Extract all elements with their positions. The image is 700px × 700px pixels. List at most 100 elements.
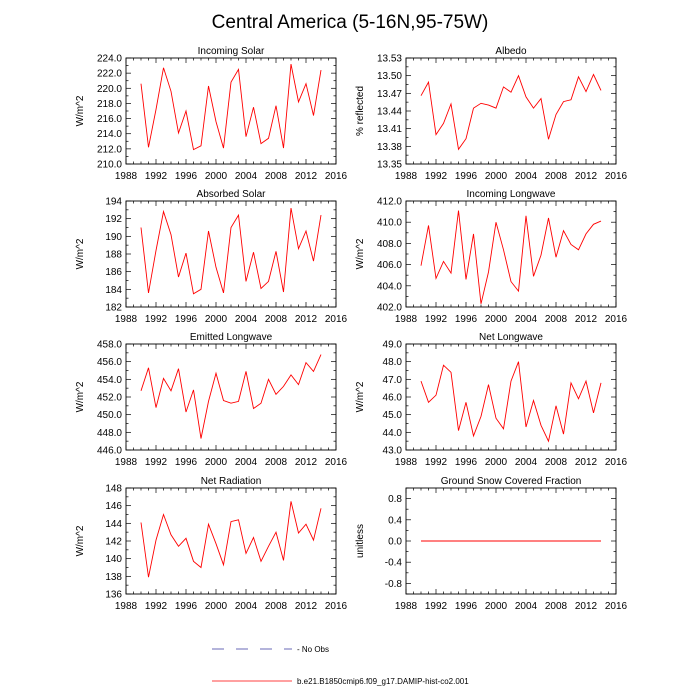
x-tick-label: 1988 bbox=[115, 171, 138, 182]
x-tick-label: 2004 bbox=[515, 314, 538, 325]
x-tick-label: 1996 bbox=[455, 314, 478, 325]
y-tick-label: 0.8 bbox=[388, 494, 402, 505]
y-tick-label: 13.53 bbox=[377, 54, 402, 65]
panel-title: Incoming Longwave bbox=[467, 189, 556, 200]
y-tick-label: 408.0 bbox=[377, 239, 402, 250]
x-tick-label: 2000 bbox=[485, 601, 508, 612]
y-tick-label: 412.0 bbox=[377, 197, 402, 208]
panel-6: Net Longwave W/m^2 1988 1992 1996 2000 2004 200… bbox=[355, 332, 628, 468]
y-tick-label: 49.0 bbox=[383, 340, 403, 351]
x-tick-label: 2008 bbox=[265, 457, 288, 468]
y-tick-label: 406.0 bbox=[377, 260, 402, 271]
y-tick-label: 13.38 bbox=[377, 142, 402, 153]
x-tick-label: 1988 bbox=[395, 457, 418, 468]
x-tick-label: 2008 bbox=[545, 601, 568, 612]
x-tick-label: 1996 bbox=[175, 171, 198, 182]
panel-title: Net Longwave bbox=[479, 332, 543, 343]
y-axis-label: % reflected bbox=[355, 86, 366, 136]
x-tick-label: 2016 bbox=[605, 457, 628, 468]
x-tick-label: 2004 bbox=[235, 601, 258, 612]
series-line bbox=[140, 354, 322, 439]
plot-frame bbox=[405, 343, 617, 451]
x-tick-label: 2000 bbox=[205, 457, 228, 468]
y-tick-label: 48.0 bbox=[383, 357, 403, 368]
x-tick-label: 2008 bbox=[545, 314, 568, 325]
x-tick-label: 2004 bbox=[515, 171, 538, 182]
y-tick-label: 214.0 bbox=[97, 129, 122, 140]
x-tick-label: 2008 bbox=[265, 601, 288, 612]
y-tick-label: 194 bbox=[105, 197, 122, 208]
x-tick-label: 2008 bbox=[265, 171, 288, 182]
x-tick-label: 1996 bbox=[455, 171, 478, 182]
x-tick-label: 1988 bbox=[115, 457, 138, 468]
y-tick-label: 402.0 bbox=[377, 303, 402, 314]
y-tick-label: 13.44 bbox=[377, 107, 402, 118]
y-tick-label: 452.0 bbox=[97, 393, 122, 404]
panel-title: Incoming Solar bbox=[198, 46, 265, 57]
y-tick-label: 45.0 bbox=[383, 410, 403, 421]
y-tick-label: -0.8 bbox=[385, 579, 403, 590]
y-tick-label: 224.0 bbox=[97, 54, 122, 65]
panel-3: Absorbed Solar W/m^2 1988 1992 1996 2000 2004 2… bbox=[75, 189, 348, 325]
x-tick-label: 2004 bbox=[235, 314, 258, 325]
x-tick-label: 1992 bbox=[145, 171, 168, 182]
x-tick-label: 2016 bbox=[325, 457, 348, 468]
y-tick-label: 458.0 bbox=[97, 340, 122, 351]
x-tick-label: 1988 bbox=[395, 171, 418, 182]
y-tick-label: 140 bbox=[105, 554, 122, 565]
y-tick-label: 146 bbox=[105, 501, 122, 512]
x-tick-label: 2012 bbox=[295, 457, 318, 468]
x-tick-label: 1992 bbox=[145, 314, 168, 325]
x-tick-label: 2012 bbox=[295, 601, 318, 612]
x-tick-label: 2000 bbox=[205, 314, 228, 325]
x-tick-label: 1988 bbox=[115, 601, 138, 612]
plot-frame bbox=[405, 57, 617, 165]
y-tick-label: 142 bbox=[105, 537, 122, 548]
y-axis-label: unitless bbox=[355, 524, 366, 558]
panel-title: Albedo bbox=[495, 46, 527, 57]
y-tick-label: 446.0 bbox=[97, 446, 122, 457]
x-tick-label: 2008 bbox=[545, 171, 568, 182]
y-tick-label: 148 bbox=[105, 484, 122, 495]
x-tick-label: 2012 bbox=[575, 314, 598, 325]
x-tick-label: 1996 bbox=[175, 314, 198, 325]
y-axis-label: W/m^2 bbox=[355, 381, 366, 412]
y-tick-label: 218.0 bbox=[97, 99, 122, 110]
y-tick-label: 136 bbox=[105, 590, 122, 601]
plot-frame bbox=[125, 200, 337, 308]
y-tick-label: 43.0 bbox=[383, 446, 403, 457]
x-tick-label: 2000 bbox=[485, 314, 508, 325]
y-tick-label: 144 bbox=[105, 519, 122, 530]
x-tick-label: 2008 bbox=[265, 314, 288, 325]
x-tick-label: 2012 bbox=[295, 171, 318, 182]
y-axis-label: W/m^2 bbox=[75, 95, 86, 126]
plot-frame bbox=[125, 343, 337, 451]
x-tick-label: 1992 bbox=[145, 601, 168, 612]
y-tick-label: 410.0 bbox=[377, 218, 402, 229]
legend-model-label: b.e21.B1850cmip6.f09_g17.DAMIP-hist-co2.… bbox=[297, 677, 469, 686]
y-tick-label: 13.41 bbox=[377, 124, 402, 135]
x-tick-label: 2016 bbox=[325, 314, 348, 325]
y-axis-label: W/m^2 bbox=[75, 525, 86, 556]
panel-title: Net Radiation bbox=[201, 476, 262, 487]
plot-frame bbox=[125, 57, 337, 165]
y-tick-label: 192 bbox=[105, 214, 122, 225]
y-tick-label: -0.4 bbox=[385, 558, 403, 569]
panel-5: Emitted Longwave W/m^2 1988 1992 1996 2000 200… bbox=[75, 332, 348, 468]
series-line bbox=[140, 208, 322, 295]
series-line bbox=[420, 361, 602, 443]
y-tick-label: 454.0 bbox=[97, 375, 122, 386]
x-tick-label: 2008 bbox=[545, 457, 568, 468]
panel-4: Incoming Longwave W/m^2 1988 1992 1996 2000 20… bbox=[355, 189, 628, 325]
x-tick-label: 2012 bbox=[575, 457, 598, 468]
x-tick-label: 2012 bbox=[575, 171, 598, 182]
legend-no-obs-label: - No Obs bbox=[297, 645, 329, 654]
panels: Incoming Solar W/m^2 1988 1992 1996 2000 2004 2… bbox=[75, 46, 628, 612]
y-tick-label: 13.35 bbox=[377, 160, 402, 171]
x-tick-label: 2004 bbox=[515, 457, 538, 468]
panel-title: Ground Snow Covered Fraction bbox=[441, 476, 582, 487]
x-tick-label: 2016 bbox=[605, 314, 628, 325]
y-tick-label: 456.0 bbox=[97, 357, 122, 368]
x-tick-label: 2012 bbox=[575, 601, 598, 612]
